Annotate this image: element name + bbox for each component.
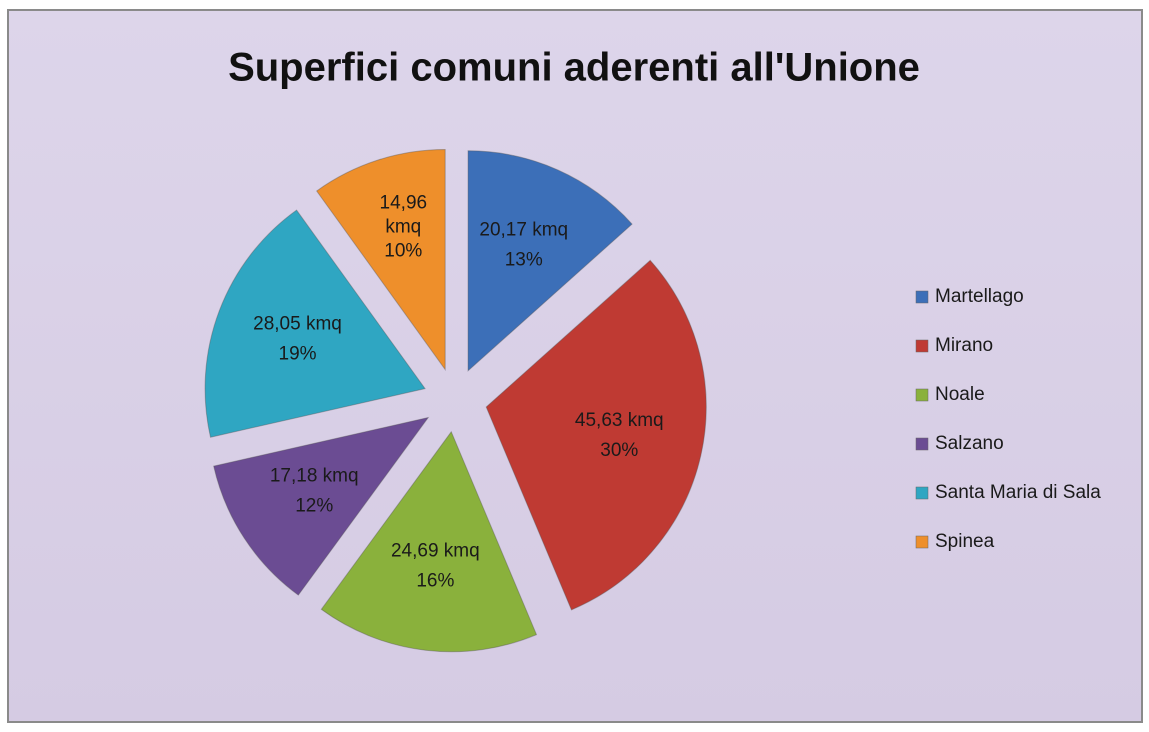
data-label-line: 14,96 <box>380 193 428 214</box>
data-label: 24,69 kmq <box>391 540 480 561</box>
legend-label: Noale <box>935 384 985 405</box>
legend-swatch <box>915 437 929 451</box>
legend-swatch <box>915 290 929 304</box>
legend-label: Santa Maria di Sala <box>935 482 1101 503</box>
data-label: 17,18 kmq <box>270 465 359 486</box>
pie-slice <box>485 259 707 611</box>
data-label: 20,17 kmq <box>479 219 568 240</box>
percent-label: 13% <box>505 249 543 270</box>
data-label-line: kmq <box>385 217 421 238</box>
data-label: 14,96 kmq <box>380 193 428 238</box>
percent-label: 30% <box>600 440 638 461</box>
legend-swatch <box>915 486 929 500</box>
pie-slice <box>315 149 446 372</box>
data-label: 28,05 kmq <box>253 313 342 334</box>
data-label: 45,63 kmq <box>575 410 664 431</box>
percent-label: 10% <box>384 241 422 262</box>
pie-slice <box>213 416 430 596</box>
percent-label: 12% <box>295 495 333 516</box>
legend-label: Martellago <box>935 286 1024 307</box>
chart-title: Superfici comuni aderenti all'Unione <box>228 46 920 90</box>
pie-slice <box>467 150 633 372</box>
legend-label: Mirano <box>935 335 993 356</box>
legend-swatch <box>915 535 929 549</box>
legend-swatch <box>915 339 929 353</box>
percent-label: 19% <box>279 343 317 364</box>
pie-slice <box>204 209 426 438</box>
legend-swatch <box>915 388 929 402</box>
legend-label: Spinea <box>935 531 995 552</box>
legend: Martellago Mirano Noale Salzano Santa Maria … <box>915 286 1101 552</box>
pie: 20,17 kmq 13% 45,63 kmq 30% 24,69 kmq 16% 17,1… <box>204 149 707 653</box>
percent-label: 16% <box>416 570 454 591</box>
pie-slice <box>320 430 538 653</box>
legend-label: Salzano <box>935 433 1004 454</box>
